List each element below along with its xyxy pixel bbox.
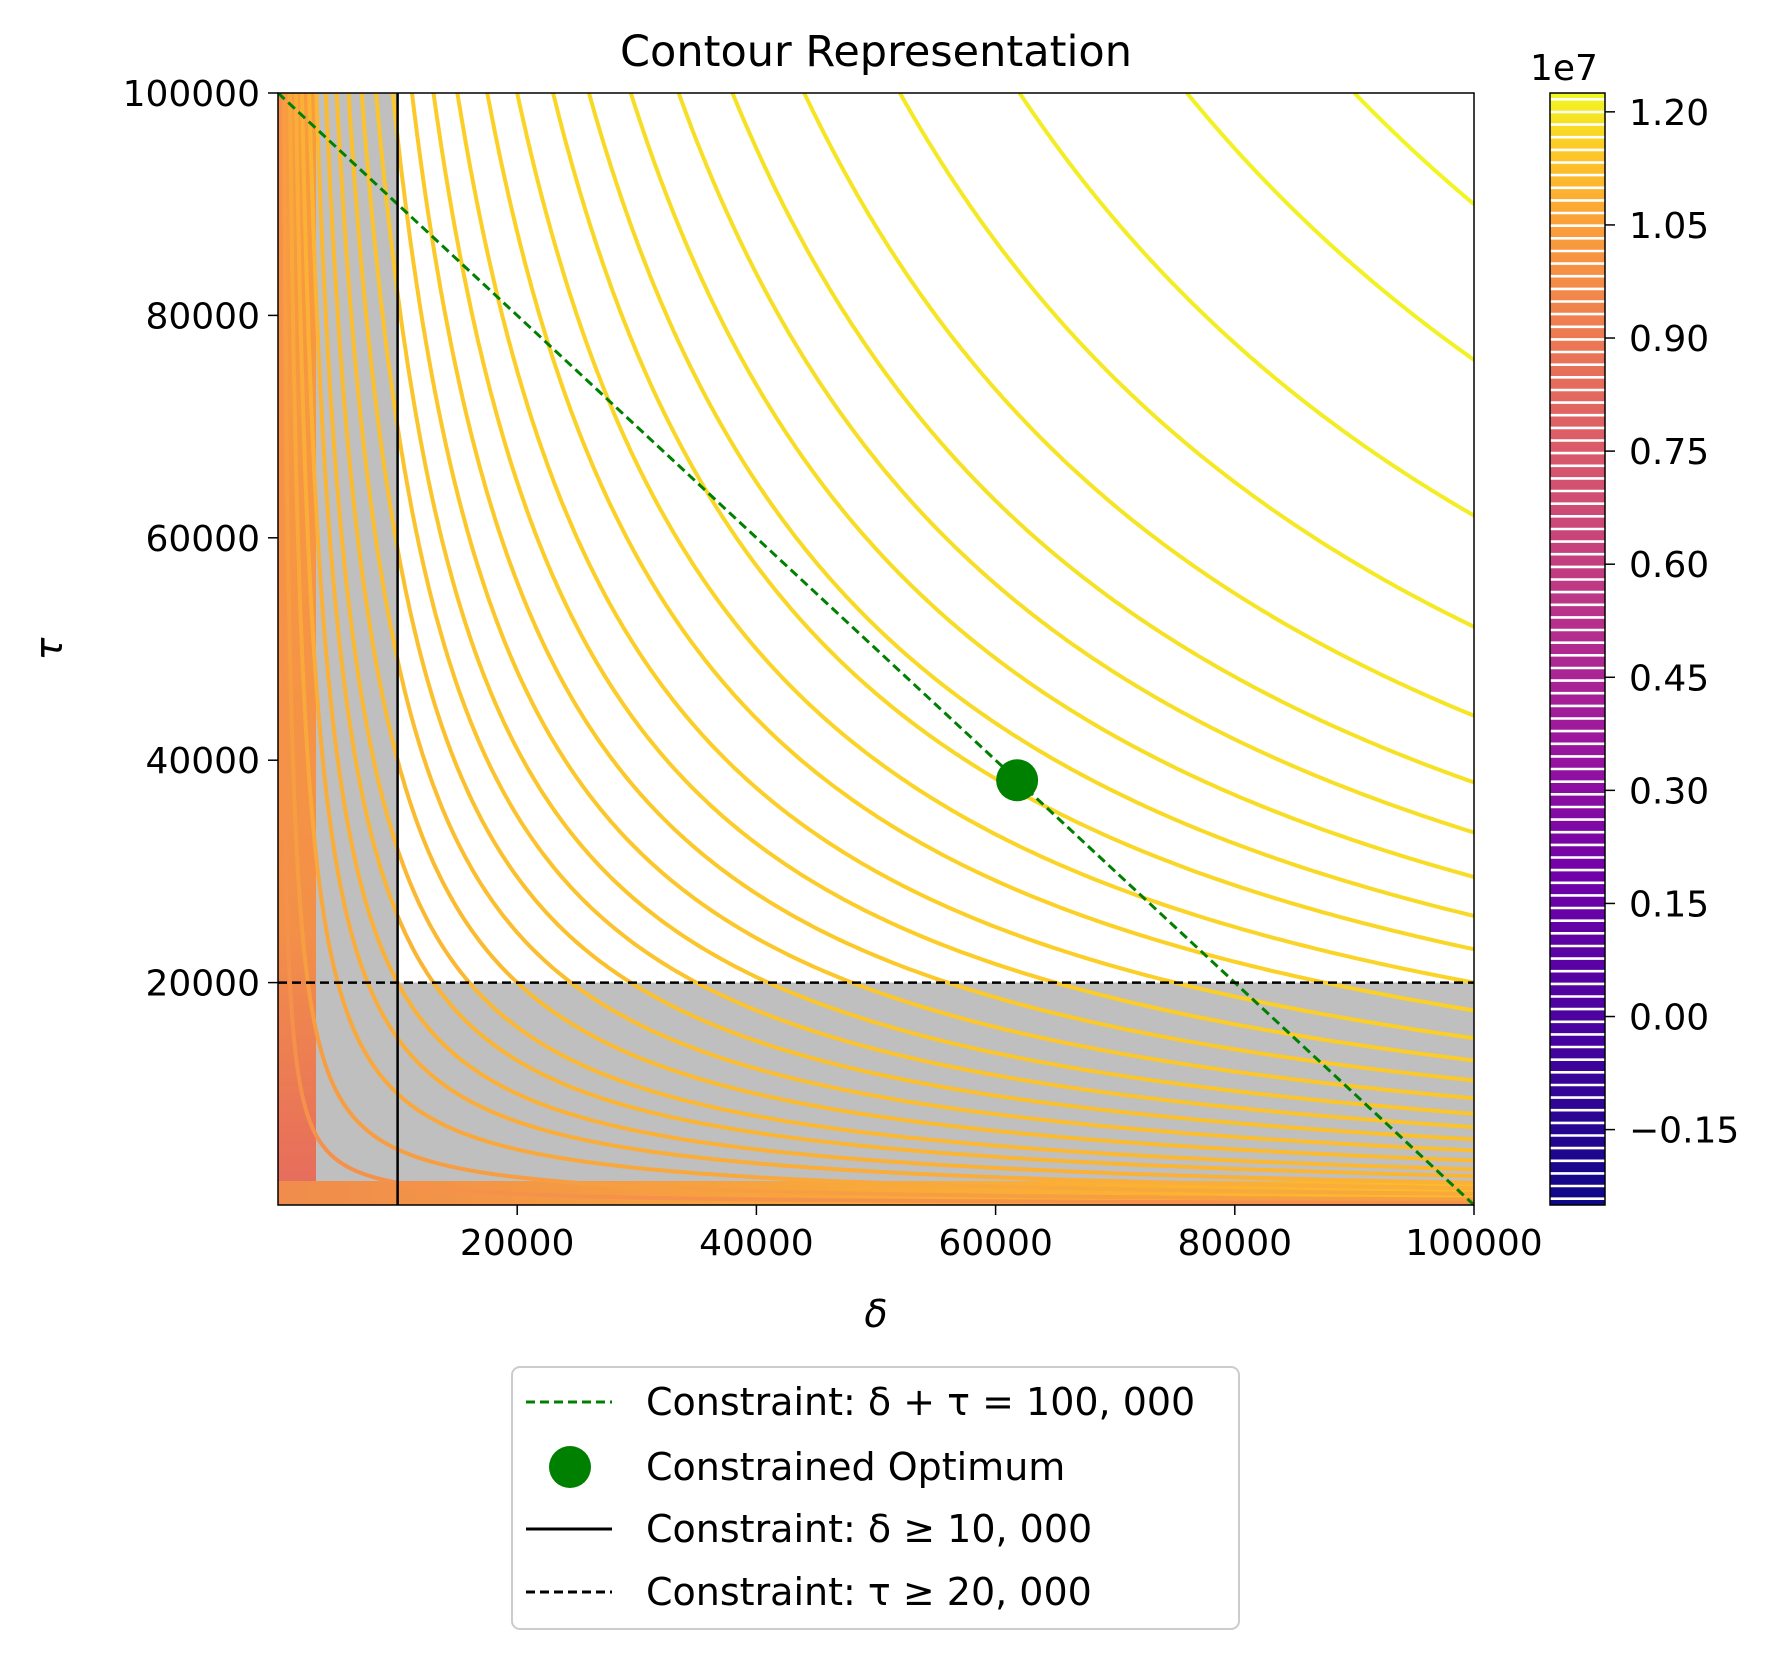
sum-constraint-line [278, 93, 1474, 1205]
contour-line [410, 93, 1474, 1083]
legend-label-sum-constraint: Constraint: δ + τ = 100, 000 [646, 1380, 1195, 1424]
contour-line [359, 93, 1474, 1130]
colorbar-frame [1549, 92, 1606, 1206]
constraint-lines [278, 93, 1474, 1205]
legend-label-tau-constraint: Constraint: τ ≥ 20, 000 [646, 1570, 1092, 1614]
contour-line [374, 93, 1474, 1116]
contour-line [1017, 93, 1474, 518]
contour-line [334, 93, 1474, 1153]
contour-line [802, 93, 1474, 718]
contour-line [587, 93, 1474, 918]
plot-frame [277, 92, 1475, 1206]
colorbar-tick-label: 0.60 [1629, 545, 1709, 586]
contour-line [455, 93, 1474, 1041]
contour-line [346, 93, 1474, 1142]
colorbar-tick-label: 0.30 [1629, 771, 1709, 812]
contour-line [307, 93, 1474, 1179]
y-axis-ticks: 20000 40000 60000 80000 100000 [123, 74, 278, 1005]
x-tick-label: 40000 [699, 1223, 814, 1264]
x-axis-ticks: 20000 40000 60000 80000 100000 [460, 1205, 1543, 1264]
colorbar-tick-label: 0.45 [1629, 658, 1709, 699]
y-tick-label: 100000 [123, 74, 260, 115]
contour-line [628, 93, 1474, 879]
colorbar-tick-label: 1.20 [1629, 93, 1709, 134]
colorbar-tick-label: 0.75 [1629, 432, 1709, 473]
contour-line [431, 93, 1474, 1063]
contour-line [676, 93, 1474, 835]
colorbar-ticks: −0.15 0.00 0.15 0.30 0.45 0.60 0.75 0.90 1.05 1.2… [1605, 93, 1739, 1152]
contour-line [898, 93, 1474, 629]
contour-line [1185, 93, 1474, 362]
y-axis-label: τ [27, 636, 71, 660]
contour-line [1352, 93, 1474, 206]
optimum-marker [996, 759, 1039, 802]
contour-line [314, 93, 1474, 1172]
legend-label-delta-constraint: Constraint: δ ≥ 10, 000 [646, 1507, 1092, 1551]
colorbar-tick-label: 0.15 [1629, 884, 1709, 925]
contour-line [551, 93, 1474, 952]
x-tick-label: 60000 [938, 1223, 1053, 1264]
contour-line [299, 93, 1474, 1185]
colorbar-tick-label: 1.05 [1629, 206, 1709, 247]
legend-box [511, 1366, 1240, 1630]
x-tick-label: 100000 [1405, 1223, 1542, 1264]
colorbar-tick-label: −0.15 [1629, 1111, 1739, 1152]
colorbar-tick-label: 0.00 [1629, 998, 1709, 1039]
contour-line [515, 93, 1474, 985]
contour-line [485, 93, 1474, 1013]
contour-line [293, 93, 1474, 1191]
y-tick-label: 60000 [145, 519, 260, 560]
y-tick-label: 40000 [145, 741, 260, 782]
contour-line [282, 93, 1474, 1202]
colorbar-tick-label: 0.90 [1629, 319, 1709, 360]
x-tick-label: 80000 [1178, 1223, 1293, 1264]
x-tick-label: 20000 [460, 1223, 575, 1264]
legend-optimum-marker [549, 1446, 591, 1488]
plot-area [278, 93, 1474, 1205]
colorbar: 1e7 −0.15 0.00 0.15 0.30 0.45 0.60 0.75 0.90 1.0… [1530, 48, 1739, 1206]
chart-title: Contour Representation [620, 27, 1132, 77]
contour-line [730, 93, 1474, 785]
y-tick-label: 80000 [145, 296, 260, 337]
legend: Constraint: δ + τ = 100, 000 Constrained… [511, 1366, 1240, 1630]
contour-line [278, 93, 1474, 1205]
colorbar-multiplier: 1e7 [1530, 48, 1598, 89]
y-tick-label: 20000 [145, 964, 260, 1005]
x-axis-label: δ [864, 1292, 887, 1336]
colorbar-stripes [1550, 98, 1605, 1200]
contour-line [390, 93, 1474, 1101]
legend-label-optimum: Constrained Optimum [646, 1445, 1065, 1489]
